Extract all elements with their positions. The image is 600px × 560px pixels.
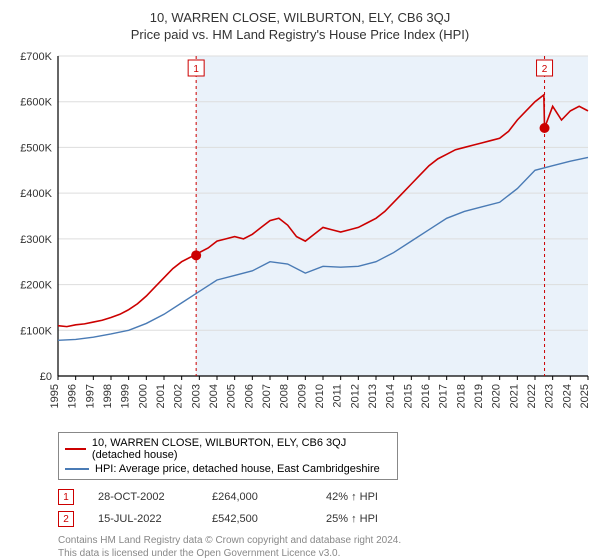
legend-label: HPI: Average price, detached house, East…: [95, 463, 380, 475]
svg-text:£600K: £600K: [20, 97, 52, 109]
svg-text:£400K: £400K: [20, 188, 52, 200]
svg-text:2015: 2015: [402, 384, 414, 408]
sale-date: 15-JUL-2022: [98, 513, 188, 525]
svg-text:2017: 2017: [438, 384, 450, 408]
svg-text:2016: 2016: [420, 384, 432, 408]
svg-text:2003: 2003: [190, 384, 202, 408]
line-chart: £0 £100K £200K £300K £400K £500K £600K £700K 199…: [8, 48, 592, 428]
svg-text:2019: 2019: [473, 384, 485, 408]
svg-text:2024: 2024: [561, 384, 573, 408]
chart-title: 10, WARREN CLOSE, WILBURTON, ELY, CB6 3Q…: [8, 10, 592, 25]
footer-line-2: This data is licensed under the Open Gov…: [58, 547, 592, 560]
sale-row: 2 15-JUL-2022 £542,500 25% ↑ HPI: [58, 508, 592, 530]
sale-delta: 42% ↑ HPI: [326, 491, 416, 503]
svg-text:2018: 2018: [455, 384, 467, 408]
svg-text:1997: 1997: [84, 384, 96, 408]
legend-swatch: [65, 468, 89, 470]
svg-text:£200K: £200K: [20, 280, 52, 292]
svg-text:£500K: £500K: [20, 142, 52, 154]
sale-price: £264,000: [212, 491, 302, 503]
legend-item: HPI: Average price, detached house, East…: [65, 462, 391, 476]
svg-text:2014: 2014: [385, 384, 397, 408]
svg-text:2001: 2001: [155, 384, 167, 408]
svg-text:2012: 2012: [349, 384, 361, 408]
svg-text:£0: £0: [40, 371, 52, 383]
sale-date: 28-OCT-2002: [98, 491, 188, 503]
svg-text:2: 2: [542, 64, 548, 75]
svg-text:2020: 2020: [491, 384, 503, 408]
legend: 10, WARREN CLOSE, WILBURTON, ELY, CB6 3Q…: [58, 432, 398, 480]
svg-text:2021: 2021: [508, 384, 520, 408]
svg-text:2007: 2007: [261, 384, 273, 408]
footer-line-1: Contains HM Land Registry data © Crown c…: [58, 534, 592, 547]
sale-delta: 25% ↑ HPI: [326, 513, 416, 525]
svg-text:2022: 2022: [526, 384, 538, 408]
svg-text:2006: 2006: [243, 384, 255, 408]
svg-text:1998: 1998: [102, 384, 114, 408]
svg-text:2009: 2009: [296, 384, 308, 408]
svg-text:£100K: £100K: [20, 325, 52, 337]
legend-label: 10, WARREN CLOSE, WILBURTON, ELY, CB6 3Q…: [92, 437, 391, 461]
svg-text:1995: 1995: [49, 384, 61, 408]
sale-badge: 1: [58, 489, 74, 505]
svg-text:£300K: £300K: [20, 234, 52, 246]
svg-text:2000: 2000: [137, 384, 149, 408]
svg-text:2004: 2004: [208, 384, 220, 408]
svg-text:1: 1: [193, 64, 199, 75]
svg-text:2010: 2010: [314, 384, 326, 408]
svg-text:2013: 2013: [367, 384, 379, 408]
legend-swatch: [65, 448, 86, 450]
svg-text:2002: 2002: [173, 384, 185, 408]
legend-item: 10, WARREN CLOSE, WILBURTON, ELY, CB6 3Q…: [65, 436, 391, 462]
svg-text:£700K: £700K: [20, 51, 52, 63]
svg-text:2025: 2025: [579, 384, 591, 408]
svg-text:2023: 2023: [544, 384, 556, 408]
sale-row: 1 28-OCT-2002 £264,000 42% ↑ HPI: [58, 486, 592, 508]
svg-text:2011: 2011: [332, 384, 344, 408]
copyright-footer: Contains HM Land Registry data © Crown c…: [58, 534, 592, 560]
sale-badge: 2: [58, 511, 74, 527]
svg-text:2005: 2005: [226, 384, 238, 408]
chart-subtitle: Price paid vs. HM Land Registry's House …: [8, 27, 592, 42]
svg-text:1999: 1999: [120, 384, 132, 408]
sales-table: 1 28-OCT-2002 £264,000 42% ↑ HPI 2 15-JUL-202…: [58, 486, 592, 530]
svg-text:1996: 1996: [67, 384, 79, 408]
sale-price: £542,500: [212, 513, 302, 525]
chart-area: £0 £100K £200K £300K £400K £500K £600K £700K 199…: [8, 48, 592, 428]
svg-text:2008: 2008: [279, 384, 291, 408]
